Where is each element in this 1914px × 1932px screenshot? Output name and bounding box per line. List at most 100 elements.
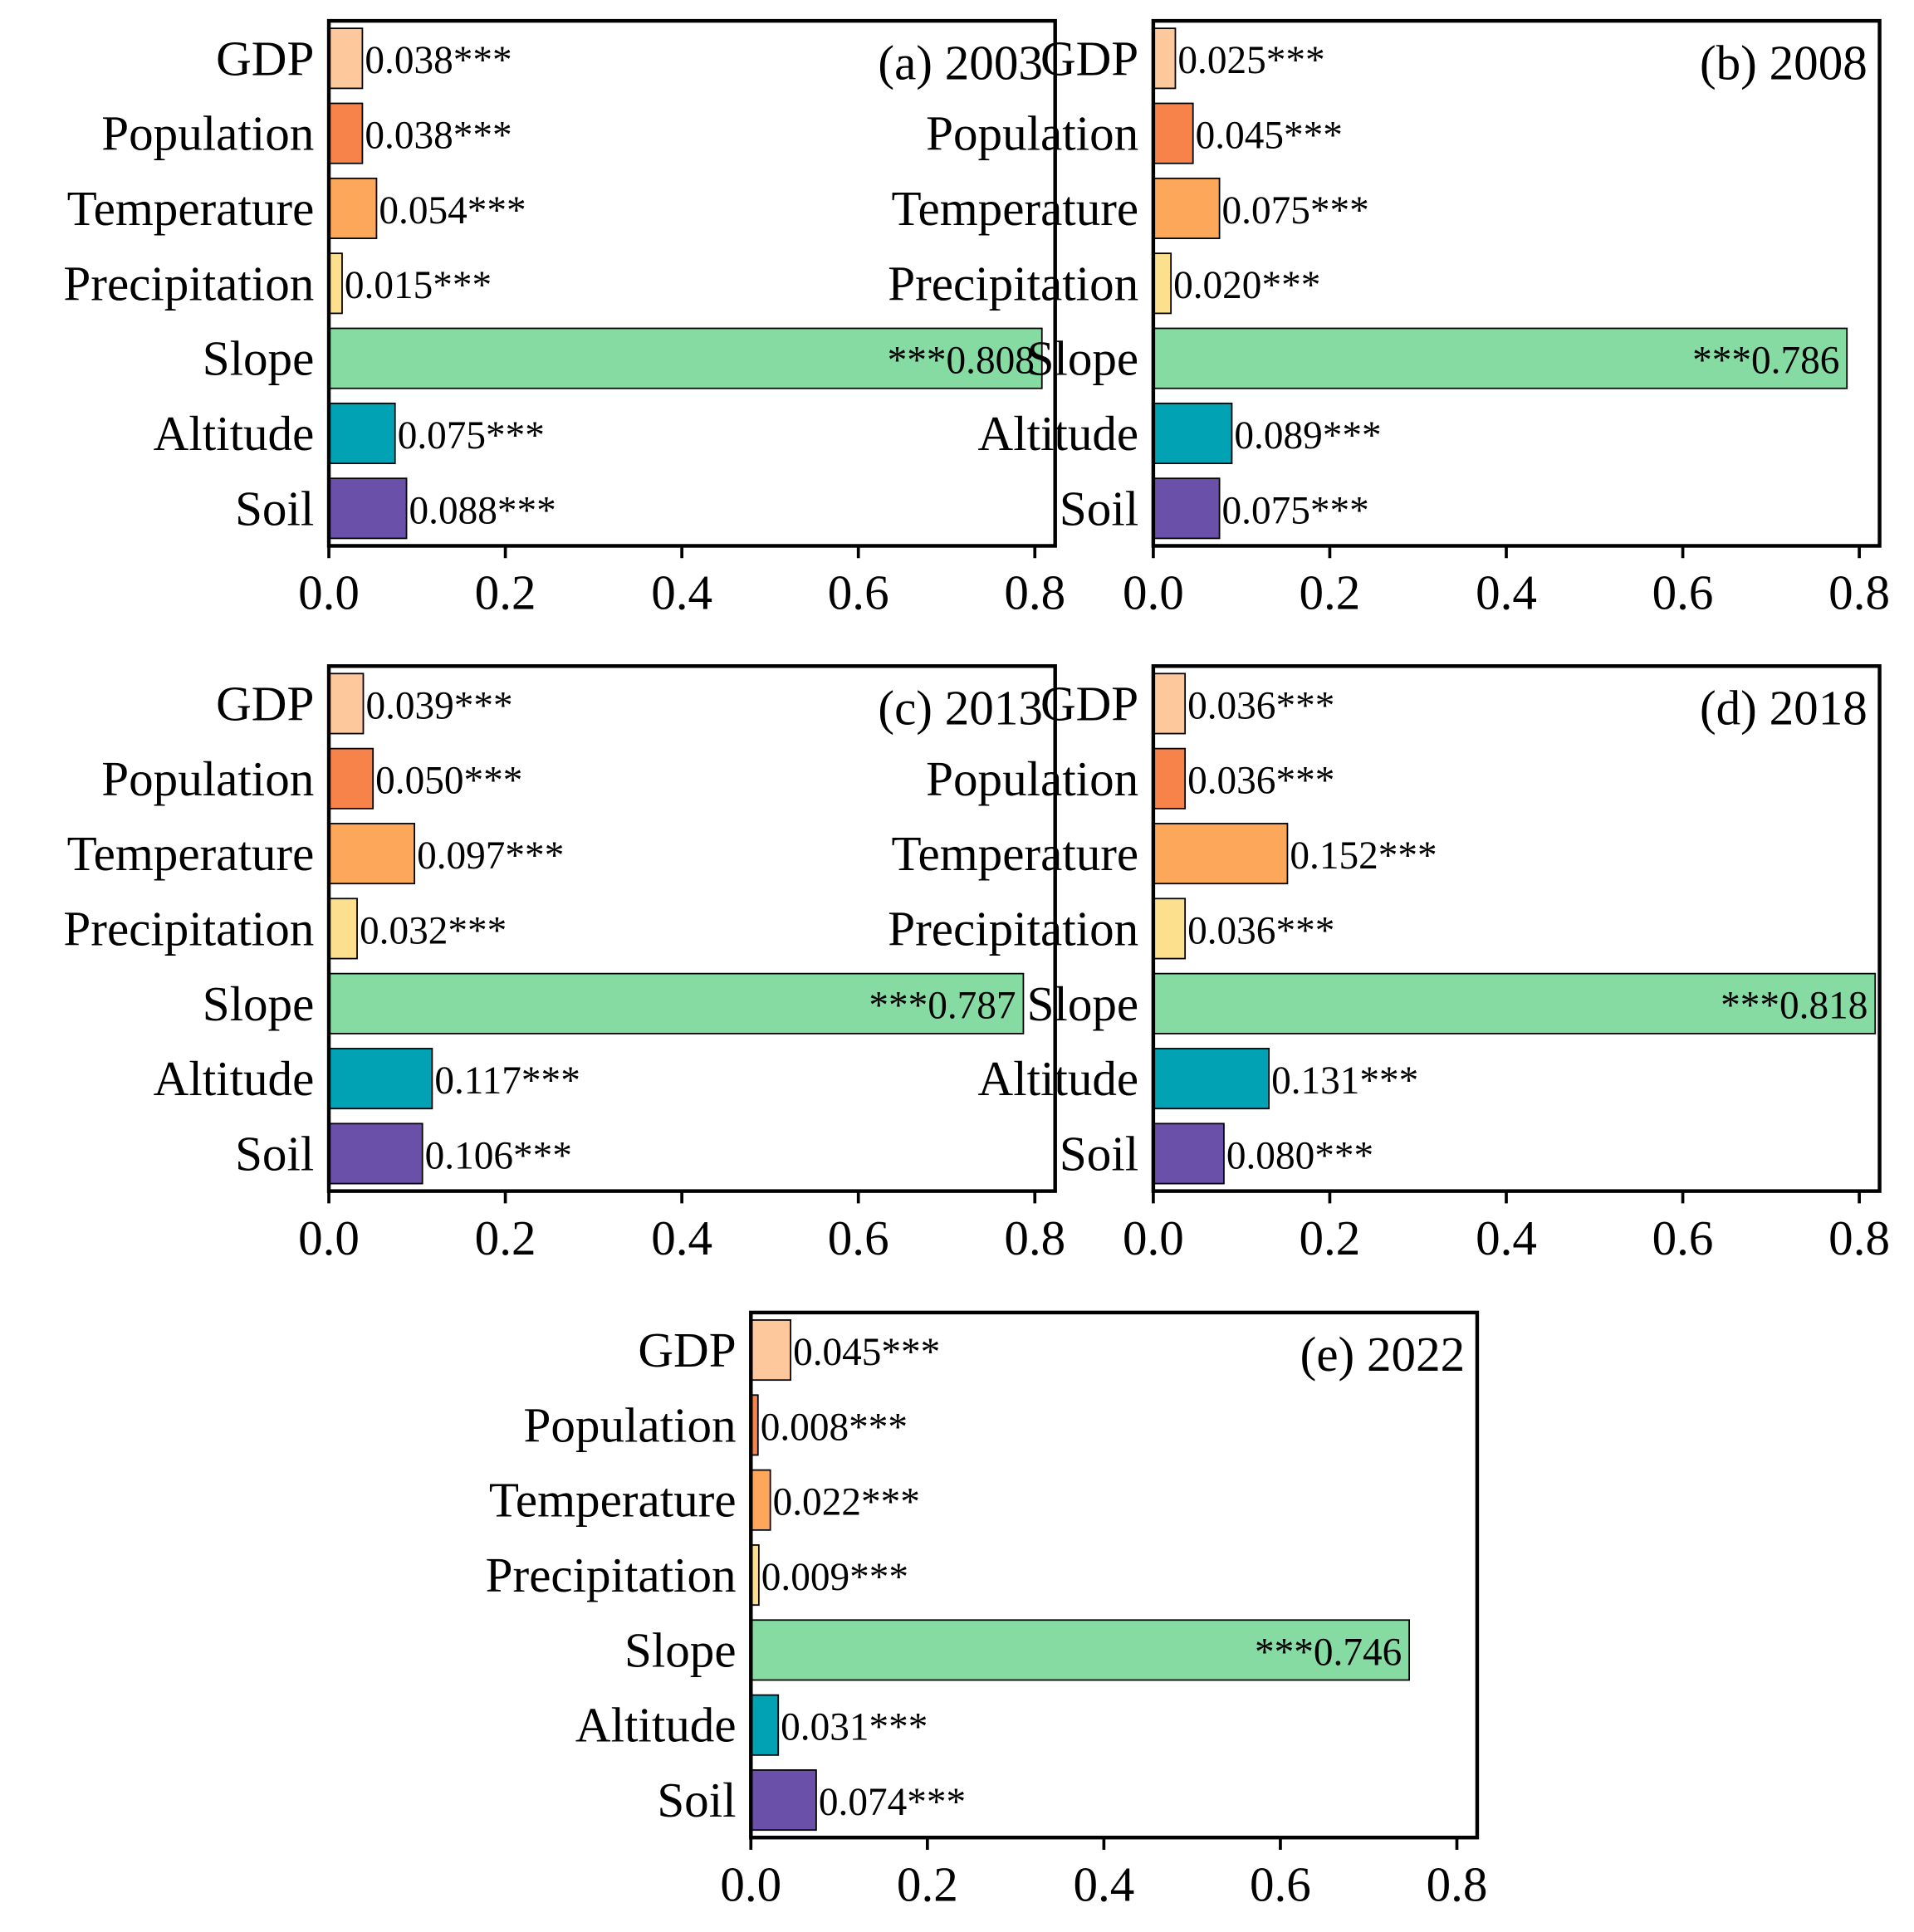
bar: [1153, 27, 1177, 90]
category-label: Altitude: [575, 1698, 737, 1753]
category-label: Temperature: [892, 181, 1139, 236]
value-label: 0.015***: [345, 264, 492, 307]
category-label: Precipitation: [888, 901, 1138, 956]
value-label: 0.075***: [1222, 489, 1369, 532]
plot-frame: [1151, 18, 1882, 548]
x-tick-label: 0.6: [1250, 1856, 1311, 1911]
x-tick-label: 0.4: [651, 565, 712, 620]
x-tick-label: 0.8: [1828, 1211, 1890, 1265]
x-tick-label: 0.0: [298, 1211, 360, 1265]
bar: [750, 1619, 1410, 1681]
x-tick-label: 0.0: [1123, 1211, 1184, 1265]
value-label: 0.045***: [793, 1331, 940, 1374]
x-tick-label: 0.8: [1004, 565, 1065, 620]
bar: [1153, 177, 1221, 239]
x-tick-label: 0.8: [1427, 1856, 1488, 1911]
bar: [750, 1469, 771, 1531]
value-label: ***0.818: [1721, 985, 1867, 1028]
value-label: 0.097***: [417, 834, 564, 878]
category-label: Soil: [235, 1126, 314, 1181]
category-label: GDP: [216, 676, 314, 731]
bar: [750, 1769, 817, 1832]
bar: [328, 402, 396, 464]
x-tick-label: 0.6: [828, 565, 889, 620]
x-tick-label: 0.0: [1123, 565, 1184, 620]
bar: [1153, 1123, 1225, 1185]
category-label: GDP: [1040, 31, 1138, 86]
value-label: 0.080***: [1226, 1134, 1373, 1177]
value-label: ***0.787: [869, 985, 1016, 1028]
plot-frame: [326, 18, 1057, 548]
bar: [328, 252, 343, 315]
value-label: 0.036***: [1187, 909, 1334, 952]
bar: [1153, 102, 1194, 164]
plot-frame: [1151, 664, 1882, 1193]
x-tick-label: 0.2: [1300, 1211, 1361, 1265]
category-label: Temperature: [489, 1473, 737, 1528]
panel-title: (e) 2022: [1300, 1327, 1466, 1382]
bar: [1153, 402, 1233, 464]
value-label: 0.038***: [365, 115, 512, 158]
panel-title: (b) 2008: [1700, 35, 1867, 90]
category-label: Precipitation: [63, 901, 314, 956]
x-tick-label: 0.8: [1828, 565, 1890, 620]
bar: [328, 823, 416, 885]
x-tick-label: 0.6: [1652, 565, 1714, 620]
category-label: Altitude: [154, 1051, 315, 1106]
value-label: 0.025***: [1177, 39, 1324, 82]
panel-title: (c) 2013: [878, 680, 1043, 735]
category-label: Soil: [657, 1773, 736, 1827]
bar: [750, 1319, 791, 1382]
bar: [1153, 477, 1221, 540]
category-label: Population: [926, 751, 1138, 806]
bar: [1153, 252, 1172, 315]
value-label: 0.054***: [379, 189, 526, 232]
value-label: 0.152***: [1290, 834, 1437, 878]
x-tick-label: 0.4: [651, 1211, 712, 1265]
x-tick-label: 0.0: [298, 565, 360, 620]
category-label: Altitude: [978, 406, 1139, 461]
category-label: Temperature: [892, 826, 1139, 881]
x-tick-label: 0.4: [1476, 1211, 1537, 1265]
x-tick-label: 0.6: [828, 1211, 889, 1265]
value-label: 0.045***: [1196, 115, 1343, 158]
category-label: GDP: [1040, 676, 1138, 731]
value-label: 0.008***: [761, 1406, 908, 1449]
value-label: 0.009***: [761, 1556, 908, 1599]
bar: [1153, 1048, 1270, 1110]
value-label: ***0.786: [1692, 340, 1839, 383]
category-label: Temperature: [67, 826, 315, 881]
category-label: Soil: [1060, 1126, 1138, 1181]
value-label: 0.022***: [773, 1481, 920, 1524]
category-label: Temperature: [67, 181, 315, 236]
category-label: Population: [524, 1397, 737, 1452]
x-tick-label: 0.2: [1300, 565, 1361, 620]
value-label: 0.131***: [1271, 1059, 1418, 1103]
value-label: 0.038***: [365, 39, 512, 82]
value-label: 0.032***: [360, 909, 507, 952]
value-label: ***0.746: [1255, 1631, 1402, 1674]
category-label: GDP: [216, 31, 314, 86]
value-label: 0.039***: [365, 684, 512, 727]
bar: [328, 177, 378, 239]
plot-frame: [749, 1310, 1480, 1840]
x-tick-label: 0.4: [1073, 1856, 1134, 1911]
bar: [328, 898, 358, 960]
bar: [328, 102, 364, 164]
category-label: Population: [101, 106, 314, 161]
value-label: 0.075***: [1222, 189, 1369, 232]
value-label: ***0.808: [888, 340, 1035, 383]
category-label: Soil: [235, 481, 314, 536]
category-label: Population: [101, 751, 314, 806]
value-label: 0.031***: [781, 1706, 928, 1749]
value-label: 0.074***: [819, 1781, 966, 1824]
bar: [328, 327, 1043, 389]
category-label: GDP: [638, 1323, 736, 1377]
bar: [1153, 747, 1187, 809]
category-label: Soil: [1060, 481, 1138, 536]
value-label: 0.075***: [398, 414, 545, 457]
bar: [750, 1694, 780, 1756]
x-tick-label: 0.8: [1004, 1211, 1065, 1265]
x-tick-label: 0.4: [1476, 565, 1537, 620]
